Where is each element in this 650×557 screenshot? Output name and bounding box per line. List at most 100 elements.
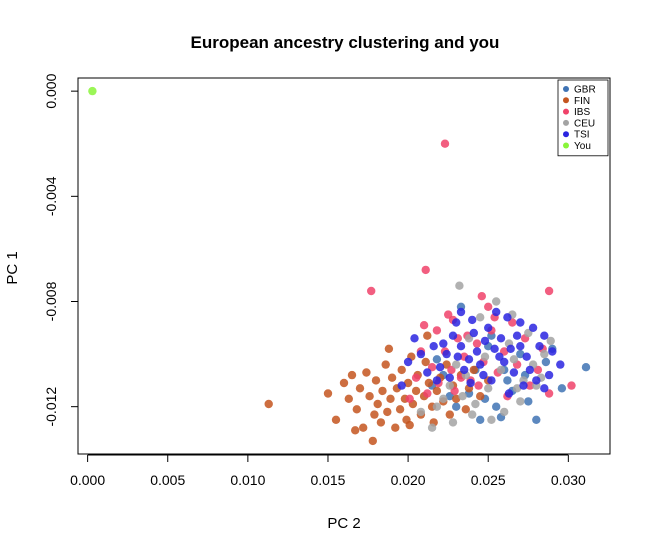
point-ceu [452,360,461,369]
point-fin [371,376,381,385]
point-tsi [503,313,512,322]
point-gbr [432,355,442,364]
x-tick-label: 0.010 [230,472,265,488]
point-tsi [410,334,419,343]
point-fin [264,399,273,409]
point-ceu [492,297,501,306]
point-ceu [480,352,490,361]
point-tsi [540,384,549,393]
y-tick-label: 0.000 [43,73,59,108]
point-ceu [476,313,485,322]
point-tsi [535,342,544,351]
point-tsi [480,336,490,346]
point-fin [352,405,361,414]
point-fin [365,392,374,401]
point-tsi [544,370,554,380]
x-tick-label: 0.020 [391,472,426,488]
point-ibs [411,373,421,382]
point-tsi [464,355,474,364]
point-fin [347,370,357,380]
point-tsi [516,342,525,351]
legend-label-you: You [574,141,591,152]
point-tsi [403,357,413,367]
point-ceu [471,399,480,409]
point-fin [359,423,368,432]
point-tsi [476,360,485,369]
legend-marker-fin [563,97,569,104]
point-gbr [476,415,485,424]
point-gbr [581,363,591,372]
point-ibs [421,265,430,275]
point-tsi [439,339,448,348]
point-ibs [444,310,453,319]
point-ibs [484,302,493,311]
legend-label-ibs: IBS [574,107,590,118]
point-tsi [435,363,445,372]
point-tsi [516,318,525,327]
point-tsi [416,349,426,359]
point-fin [432,386,442,396]
point-tsi [540,331,549,340]
point-fin [368,436,377,446]
legend-label-tsi: TSI [574,130,590,141]
point-fin [421,357,430,367]
legend-label-ceu: CEU [574,118,595,129]
point-ibs [474,381,483,390]
point-ceu [432,402,442,411]
y-axis: 0.000 -0.004 -0.008 -0.012 [43,73,79,427]
point-ibs [419,321,429,330]
point-gbr [541,357,551,367]
point-tsi [469,328,478,338]
point-fin [424,378,434,388]
point-fin [405,420,414,430]
point-fin [403,378,413,388]
point-tsi [522,352,531,361]
point-tsi [490,344,499,353]
point-gbr [557,384,567,393]
legend-marker-gbr [563,86,569,92]
point-fin [387,373,397,382]
point-fin [391,423,400,432]
point-fin [362,368,371,377]
point-ceu [455,281,464,290]
point-tsi [484,323,493,332]
point-tsi [548,347,557,356]
point-gbr [532,415,541,424]
point-tsi [519,381,528,390]
point-ibs [432,326,442,335]
point-tsi [442,349,451,359]
point-ibs [477,292,486,301]
point-tsi [472,347,482,356]
x-tick-label: 0.015 [310,472,345,488]
x-tick-label: 0.000 [70,472,105,488]
point-gbr [516,349,525,359]
point-fin [351,426,360,435]
point-tsi [452,318,461,327]
point-fin [397,365,406,375]
point-ceu [500,407,509,417]
x-axis: 0.000 0.005 0.010 0.015 0.020 0.025 0.030 [70,454,586,488]
point-fin [452,394,461,403]
point-fin [370,410,379,419]
point-ceu [439,394,448,403]
point-tsi [556,360,565,369]
point-ibs [405,394,414,403]
x-tick-label: 0.005 [150,472,185,488]
point-fin [383,407,392,417]
point-tsi [504,389,514,398]
point-fin [411,386,421,396]
y-tick-label: -0.004 [43,176,59,216]
point-tsi [532,376,541,385]
legend-marker-you [563,142,569,149]
x-axis-label: PC 2 [327,515,360,532]
point-ceu [427,423,437,432]
point-tsi [456,307,466,317]
point-ceu [516,397,525,406]
legend-marker-ceu [563,119,569,126]
point-ceu [512,384,522,393]
x-tick-label: 0.030 [551,472,586,488]
point-tsi [528,323,538,332]
